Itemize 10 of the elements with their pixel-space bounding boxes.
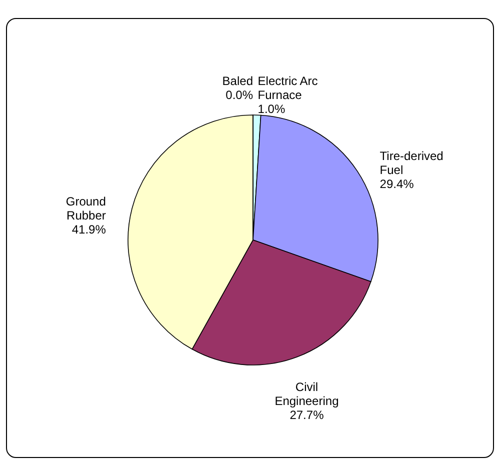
data-label: 41.9% xyxy=(72,222,106,237)
category-label: Baled xyxy=(222,74,253,88)
data-label: 1.0% xyxy=(258,102,286,116)
data-label: 27.7% xyxy=(290,408,324,422)
slice-label: Tire-derived Fuel xyxy=(380,149,444,178)
slice-label: Ground Rubber xyxy=(66,194,106,223)
text: 0.0% xyxy=(226,88,253,102)
slice-label: Civil Engineering xyxy=(274,380,339,408)
data-label: 29.4% xyxy=(380,177,414,192)
slice-label: Electric Arc Furnace xyxy=(258,74,318,102)
